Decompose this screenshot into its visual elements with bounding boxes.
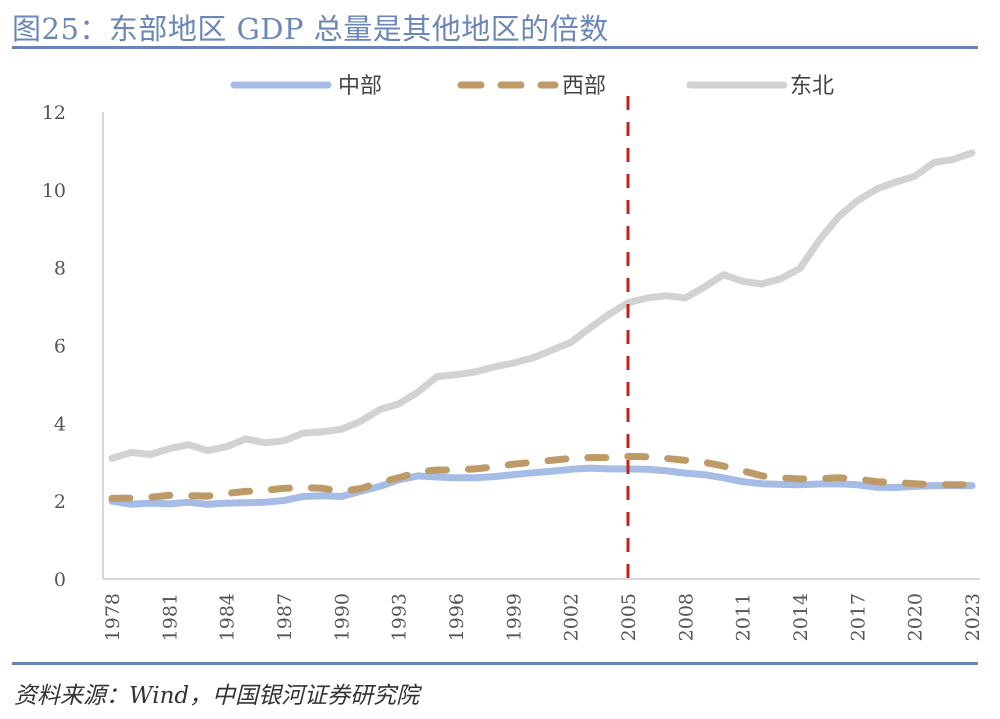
- legend-label: 中部: [338, 74, 382, 99]
- source-note: 资料来源：Wind，中国银河证券研究院: [14, 683, 420, 709]
- series-line-west: [108, 452, 976, 502]
- footer-rule: [12, 662, 978, 665]
- y-tick-label: 6: [54, 336, 66, 358]
- legend-label: 西部: [562, 74, 606, 99]
- y-tick-label: 10: [42, 180, 66, 202]
- y-tick-label: 0: [54, 569, 66, 591]
- y-tick-label: 8: [54, 258, 66, 280]
- y-tick-label: 12: [42, 102, 66, 124]
- y-tick-label: 2: [54, 491, 66, 513]
- x-tick-label: 2008: [675, 593, 697, 641]
- x-tick-label: 2023: [962, 593, 984, 641]
- series-line-central: [108, 464, 976, 508]
- series-line-northeast: [108, 149, 976, 462]
- x-tick-label: 1978: [102, 593, 124, 641]
- x-tick-label: 1990: [331, 593, 353, 641]
- x-tick-label: 1993: [389, 593, 411, 641]
- x-tick-label: 1987: [274, 593, 296, 641]
- x-tick-label: 1981: [159, 593, 181, 641]
- title-rule: [12, 46, 978, 49]
- x-tick-label: 2020: [905, 593, 927, 641]
- x-tick-label: 2005: [618, 593, 640, 641]
- x-tick-label: 1999: [503, 593, 525, 641]
- legend: 中部 西部 东北: [230, 74, 834, 99]
- axes: 0 2 4 6 8 10 12 1978 1981 1984 1987 1990 1993 1996 199…: [42, 102, 984, 641]
- y-tick-label: 4: [54, 413, 66, 435]
- x-tick-label: 1996: [446, 593, 468, 641]
- legend-label: 东北: [790, 74, 834, 99]
- x-tick-label: 1984: [217, 593, 239, 641]
- series-layer: [108, 96, 976, 579]
- x-tick-label: 2002: [561, 593, 583, 641]
- figure-title: 图25：东部地区 GDP 总量是其他地区的倍数: [12, 12, 609, 46]
- x-tick-label: 2017: [847, 593, 869, 641]
- x-tick-label: 2014: [790, 593, 812, 641]
- x-tick-label: 2011: [733, 593, 755, 641]
